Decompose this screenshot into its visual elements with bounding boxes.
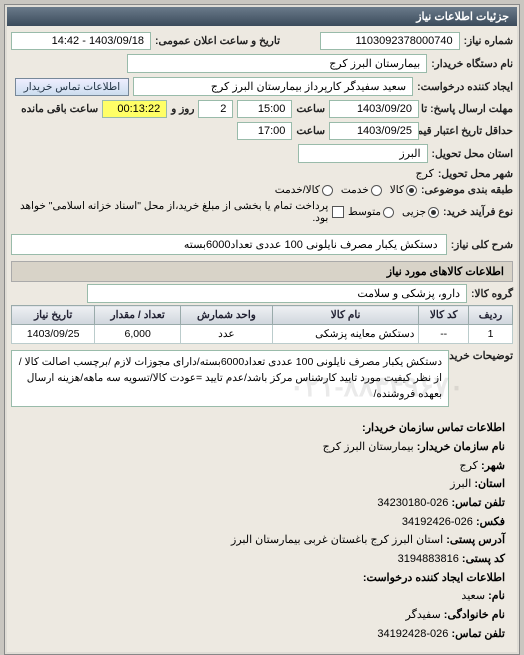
phone-label: تلفن تماس:: [451, 497, 505, 509]
cell-qty: 6,000: [95, 325, 181, 344]
items-section-header: اطلاعات کالاهای مورد نیاز: [11, 261, 513, 282]
postal-addr-label: آدرس پستی:: [446, 534, 505, 546]
buyer-notes-value: دستکش یکبار مصرف نایلونی 100 عددی تعداد6…: [11, 350, 449, 407]
th-code: کد کالا: [419, 306, 469, 325]
c-phone2-value: 026-34192428: [377, 628, 448, 640]
response-time: 15:00: [237, 100, 292, 118]
price-time: 17:00: [237, 122, 292, 140]
postal-code-label: کد پستی:: [462, 553, 505, 565]
radio-goods[interactable]: کالا: [390, 184, 417, 196]
th-qty: تعداد / مقدار: [95, 306, 181, 325]
cell-unit: عدد: [180, 325, 272, 344]
phone-value: 026-34230180: [377, 497, 448, 509]
category-label: طبقه بندی موضوعی:: [421, 184, 513, 196]
c-province-value: البرز: [450, 478, 471, 490]
org-name-label: نام سازمان خریدار:: [417, 441, 505, 453]
goods-group-label: گروه کالا:: [471, 288, 513, 300]
need-number-value: 1103092378000740: [320, 32, 460, 50]
table-row[interactable]: 1 -- دستکش معاینه پزشکی عدد 6,000 1403/0…: [12, 325, 513, 344]
public-announce-value: 1403/09/18 - 14:42: [11, 32, 151, 50]
cell-name: دستکش معاینه پزشکی: [272, 325, 419, 344]
need-title-label: شرح کلی نیاز:: [451, 239, 513, 251]
postal-addr-value: استان البرز کرج باغستان غربی بیمارستان ا…: [231, 534, 443, 546]
c-city-value: کرج: [459, 460, 477, 472]
th-unit: واحد شمارش: [180, 306, 272, 325]
buyer-org-value: بیمارستان البرز کرج: [127, 54, 427, 73]
first-name-value: سعید: [461, 590, 485, 602]
fax-label: فکس:: [476, 516, 505, 528]
radio-medium[interactable]: متوسط: [348, 206, 394, 218]
radio-goods-service[interactable]: کالا/خدمت: [275, 184, 333, 196]
city-value: کرج: [415, 167, 433, 180]
postal-code-value: 3194883816: [398, 553, 459, 565]
province-value: البرز: [298, 144, 428, 163]
days-remaining: 2: [198, 100, 233, 118]
panel-title: جزئیات اطلاعات نیاز: [7, 7, 517, 26]
radio-service[interactable]: خدمت: [341, 184, 382, 196]
last-name-value: سفیدگر: [406, 609, 441, 621]
need-number-label: شماره نیاز:: [464, 35, 513, 47]
last-name-label: نام خانوادگی:: [444, 609, 505, 621]
partial-pay-note: پرداخت تمام یا بخشی از مبلغ خرید،از محل …: [11, 200, 328, 224]
cell-code: --: [419, 325, 469, 344]
time-label-2: ساعت: [296, 125, 325, 137]
buyer-org-label: نام دستگاه خریدار:: [431, 58, 513, 70]
province-label: استان محل تحویل:: [432, 148, 513, 160]
req-creator-section-label: اطلاعات ایجاد کننده درخواست:: [363, 572, 505, 584]
price-validity-label: حداقل تاریخ اعتبار قیمت: تا تاریخ:: [423, 125, 513, 137]
creator-value: سعید سفیدگر کارپرداز بیمارستان البرز کرج: [133, 77, 413, 96]
buy-process-label: نوع فرآیند خرید:: [443, 206, 513, 218]
c-city-label: شهر:: [481, 460, 505, 472]
fax-value: 026-34192426: [402, 516, 473, 528]
cell-idx: 1: [468, 325, 512, 344]
creator-label: ایجاد کننده درخواست:: [417, 81, 513, 93]
contact-section-label: اطلاعات تماس سازمان خریدار:: [362, 422, 505, 434]
th-name: نام کالا: [272, 306, 419, 325]
response-date: 1403/09/20: [329, 100, 419, 118]
th-row: ردیف: [468, 306, 512, 325]
public-announce-label: تاریخ و ساعت اعلان عمومی:: [155, 35, 280, 47]
need-title-value: دستکش یکبار مصرف نایلونی 100 عددی تعداد6…: [11, 234, 447, 255]
c-province-label: استان:: [474, 478, 505, 490]
org-name-value: بیمارستان البرز کرج: [323, 441, 414, 453]
price-date: 1403/09/25: [329, 122, 419, 140]
contact-info-button[interactable]: اطلاعات تماس خریدار: [15, 78, 129, 96]
treasury-checkbox[interactable]: [332, 206, 344, 218]
days-label: روز و: [171, 103, 194, 115]
c-phone2-label: تلفن تماس:: [451, 628, 505, 640]
th-date: تاریخ نیاز: [12, 306, 95, 325]
items-table: ردیف کد کالا نام کالا واحد شمارش تعداد /…: [11, 305, 513, 344]
remaining-label: ساعت باقی مانده: [21, 103, 98, 115]
goods-group-value: دارو، پزشکی و سلامت: [87, 284, 467, 303]
cell-date: 1403/09/25: [12, 325, 95, 344]
time-remaining: 00:13:22: [102, 100, 167, 118]
buyer-notes-label: توضیحات خریدار:: [453, 350, 513, 362]
time-label-1: ساعت: [296, 103, 325, 115]
first-name-label: نام:: [488, 590, 505, 602]
response-deadline-label: مهلت ارسال پاسخ: تا تاریخ:: [423, 103, 513, 115]
radio-partial[interactable]: جزیی: [402, 206, 439, 218]
city-label: شهر محل تحویل:: [438, 168, 513, 180]
